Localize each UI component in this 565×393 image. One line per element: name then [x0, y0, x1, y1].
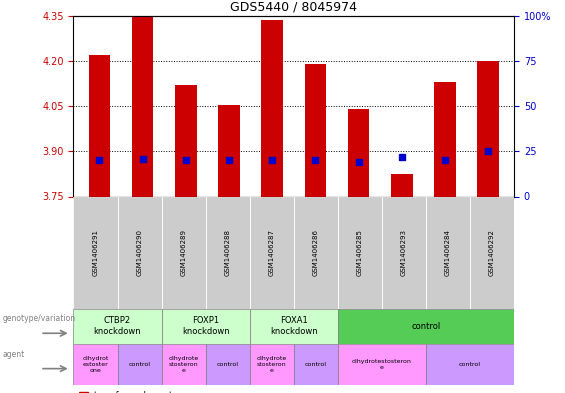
Text: GSM1406290: GSM1406290 — [137, 229, 142, 276]
Bar — [175, 85, 197, 196]
Bar — [162, 196, 206, 309]
Bar — [118, 344, 162, 385]
Bar — [391, 174, 412, 196]
Bar — [294, 196, 338, 309]
Bar — [305, 64, 326, 196]
Bar — [434, 82, 456, 196]
Bar — [89, 55, 110, 196]
Bar — [132, 17, 153, 196]
Text: FOXA1
knockdown: FOXA1 knockdown — [270, 316, 318, 336]
Title: GDS5440 / 8045974: GDS5440 / 8045974 — [231, 0, 357, 13]
Text: GSM1406286: GSM1406286 — [313, 229, 319, 276]
Text: control: control — [411, 322, 441, 331]
Text: GSM1406287: GSM1406287 — [269, 229, 275, 276]
Text: GSM1406288: GSM1406288 — [225, 229, 231, 276]
Bar — [262, 20, 283, 196]
Text: GSM1406293: GSM1406293 — [401, 229, 407, 276]
Text: FOXP1
knockdown: FOXP1 knockdown — [182, 316, 229, 336]
Bar — [250, 309, 338, 344]
Text: control: control — [129, 362, 150, 367]
Text: GSM1406289: GSM1406289 — [181, 229, 186, 276]
Text: control: control — [217, 362, 238, 367]
Text: GSM1406291: GSM1406291 — [93, 229, 98, 276]
Text: GSM1406285: GSM1406285 — [357, 229, 363, 276]
Bar — [348, 109, 370, 196]
Text: dihydrotestosteron
e: dihydrotestosteron e — [352, 359, 412, 370]
Bar — [338, 309, 514, 344]
Bar — [250, 196, 294, 309]
Text: CTBP2
knockdown: CTBP2 knockdown — [94, 316, 141, 336]
Bar — [250, 344, 294, 385]
Text: transformed count: transformed count — [94, 391, 172, 393]
Bar — [338, 196, 382, 309]
Bar — [79, 392, 88, 393]
Text: dihydrote
stosteron
e: dihydrote stosteron e — [168, 356, 199, 373]
Text: agent: agent — [3, 350, 25, 359]
Text: GSM1406284: GSM1406284 — [445, 229, 451, 276]
Text: dihydrote
stosteron
e: dihydrote stosteron e — [257, 356, 287, 373]
Bar — [382, 196, 426, 309]
Bar — [426, 344, 514, 385]
Text: GSM1406292: GSM1406292 — [489, 229, 495, 276]
Bar — [73, 309, 162, 344]
Bar — [206, 196, 250, 309]
Bar — [338, 344, 426, 385]
Bar — [470, 196, 514, 309]
Bar — [162, 344, 206, 385]
Bar — [206, 344, 250, 385]
Bar — [294, 344, 338, 385]
Bar — [73, 344, 118, 385]
Bar — [477, 61, 499, 196]
Bar — [162, 309, 250, 344]
Text: genotype/variation: genotype/variation — [3, 314, 76, 323]
Text: control: control — [305, 362, 327, 367]
Bar — [73, 196, 118, 309]
Bar — [218, 105, 240, 196]
Bar — [118, 196, 162, 309]
Text: control: control — [459, 362, 481, 367]
Bar — [426, 196, 470, 309]
Text: dihydrot
estoster
one: dihydrot estoster one — [82, 356, 108, 373]
